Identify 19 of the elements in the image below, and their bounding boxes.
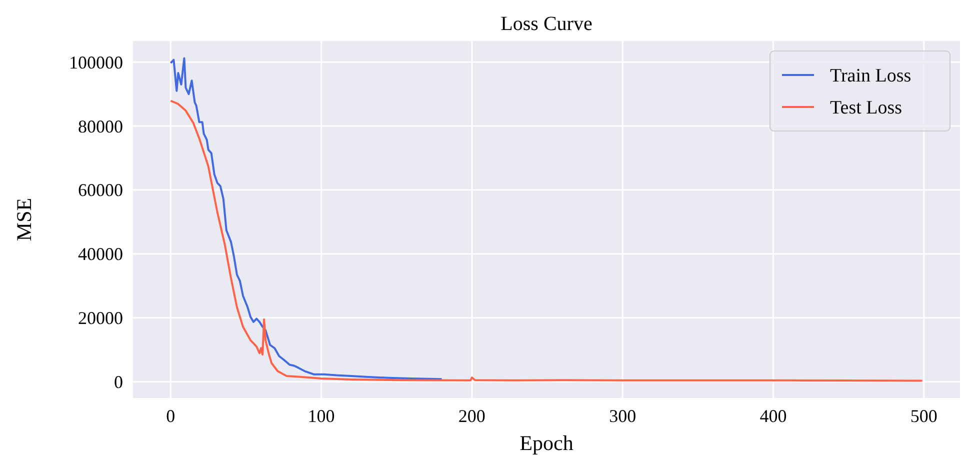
y-tick-label: 60000 (78, 180, 123, 200)
legend-label: Test Loss (830, 98, 902, 119)
y-axis-title: MSE (12, 198, 36, 242)
x-tick-label: 300 (609, 406, 636, 426)
x-tick-label: 400 (760, 406, 787, 426)
legend-label: Train Loss (830, 66, 912, 87)
line-series (170, 100, 924, 382)
x-tick-label: 200 (458, 406, 486, 426)
y-tick-label: 20000 (78, 308, 123, 328)
x-tick-label: 100 (308, 406, 335, 426)
y-tick-label: 40000 (78, 244, 123, 264)
x-tick-label: 500 (910, 406, 938, 426)
y-tick-label: 0 (114, 372, 123, 392)
line-series (170, 57, 443, 380)
y-tick-label: 80000 (78, 116, 123, 136)
chart-title: Loss Curve (500, 13, 592, 35)
x-axis-title: Epoch (520, 431, 574, 455)
x-tick-label: 0 (166, 406, 176, 426)
y-tick-label: 100000 (69, 52, 123, 72)
